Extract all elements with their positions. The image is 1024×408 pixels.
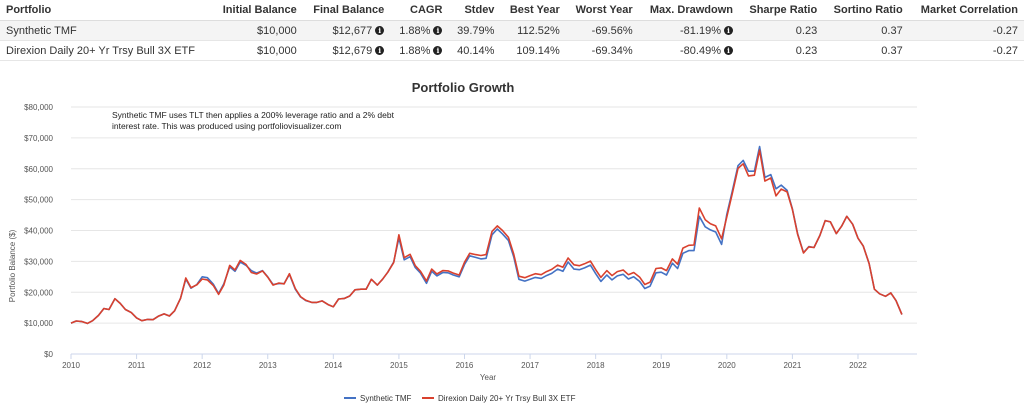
legend: Synthetic TMF Direxion Daily 20+ Yr Trsy… bbox=[344, 394, 576, 403]
x-tick-label: 2015 bbox=[390, 361, 408, 370]
info-circle-icon[interactable]: i bbox=[723, 26, 733, 36]
col-sharpe-ratio[interactable]: Sharpe Ratio bbox=[738, 0, 824, 21]
col-worst-year[interactable]: Worst Year bbox=[565, 0, 639, 21]
info-circle-icon[interactable]: i bbox=[433, 46, 443, 56]
cell-max-drawdown: -81.19% i bbox=[638, 20, 739, 41]
info-circle-icon[interactable]: i bbox=[723, 46, 733, 56]
col-stdev[interactable]: Stdev bbox=[448, 0, 501, 21]
table-row: Synthetic TMF $10,000 $12,677 i 1.88% i 39… bbox=[0, 20, 1024, 41]
col-initial-balance[interactable]: Initial Balance bbox=[212, 0, 303, 21]
x-tick-label: 2016 bbox=[456, 361, 474, 370]
col-sortino-ratio[interactable]: Sortino Ratio bbox=[823, 0, 909, 21]
x-tick-label: 2010 bbox=[62, 361, 80, 370]
cell-stdev: 40.14% bbox=[448, 40, 501, 61]
x-tick-label: 2013 bbox=[259, 361, 277, 370]
x-tick-label: 2020 bbox=[718, 361, 736, 370]
y-tick-label: $20,000 bbox=[24, 288, 53, 297]
cell-sharpe-ratio: 0.23 bbox=[738, 40, 824, 61]
cell-portfolio: Synthetic TMF bbox=[0, 20, 213, 41]
x-tick-label: 2022 bbox=[849, 361, 867, 370]
cell-portfolio: Direxion Daily 20+ Yr Trsy Bull 3X ETF bbox=[0, 40, 213, 61]
y-tick-label: $80,000 bbox=[24, 103, 53, 112]
legend-label-direxion: Direxion Daily 20+ Yr Trsy Bull 3X ETF bbox=[438, 394, 576, 403]
cell-cagr: 1.88% i bbox=[390, 40, 449, 61]
y-axis-ticks: $0 $10,000 $20,000 $30,000 $40,000 $50,000 $60… bbox=[24, 103, 53, 359]
x-tick-label: 2017 bbox=[521, 361, 539, 370]
annotation-box: Synthetic TMF uses TLT then applies a 20… bbox=[112, 110, 394, 131]
col-best-year[interactable]: Best Year bbox=[500, 0, 566, 21]
col-portfolio[interactable]: Portfolio bbox=[0, 0, 213, 21]
y-axis-label: Portfolio Balance ($) bbox=[8, 229, 17, 302]
series-line-direxion[interactable] bbox=[70, 149, 903, 325]
cell-cagr: 1.88% i bbox=[390, 20, 449, 41]
y-tick-label: $0 bbox=[44, 350, 53, 359]
x-tick-label: 2019 bbox=[652, 361, 670, 370]
cell-worst-year: -69.34% bbox=[565, 40, 639, 61]
cell-worst-year: -69.56% bbox=[565, 20, 639, 41]
cell-sharpe-ratio: 0.23 bbox=[738, 20, 824, 41]
y-tick-label: $50,000 bbox=[24, 196, 53, 205]
y-tick-label: $30,000 bbox=[24, 257, 53, 266]
y-tick-label: $70,000 bbox=[24, 134, 53, 143]
chart-annotation: Synthetic TMF uses TLT then applies a 20… bbox=[112, 110, 394, 131]
series-lines bbox=[70, 145, 903, 325]
cell-best-year: 109.14% bbox=[500, 40, 566, 61]
legend-label-synthetic-tmf: Synthetic TMF bbox=[360, 394, 412, 403]
x-axis-ticks: 2010 2011 2012 2013 2014 2015 2016 2017 2018 2019… bbox=[62, 354, 867, 370]
x-tick-label: 2021 bbox=[783, 361, 801, 370]
info-circle-icon[interactable]: i bbox=[433, 26, 443, 36]
cell-sortino-ratio: 0.37 bbox=[823, 20, 909, 41]
cell-initial-balance: $10,000 bbox=[212, 20, 303, 41]
col-cagr[interactable]: CAGR bbox=[390, 0, 449, 21]
x-axis-label: Year bbox=[480, 373, 497, 382]
x-tick-label: 2011 bbox=[128, 361, 146, 370]
legend-item-direxion[interactable]: Direxion Daily 20+ Yr Trsy Bull 3X ETF bbox=[422, 394, 576, 403]
col-max-drawdown[interactable]: Max. Drawdown bbox=[638, 0, 739, 21]
x-tick-label: 2014 bbox=[324, 361, 342, 370]
cell-final-balance: $12,677 i bbox=[302, 20, 391, 41]
x-tick-label: 2012 bbox=[193, 361, 211, 370]
cell-initial-balance: $10,000 bbox=[212, 40, 303, 61]
y-tick-label: $40,000 bbox=[24, 227, 53, 236]
y-tick-label: $60,000 bbox=[24, 165, 53, 174]
cell-sortino-ratio: 0.37 bbox=[823, 40, 909, 61]
cell-market-correlation: -0.27 bbox=[908, 20, 1024, 41]
col-final-balance[interactable]: Final Balance bbox=[302, 0, 391, 21]
cell-max-drawdown: -80.49% i bbox=[638, 40, 739, 61]
cell-final-balance: $12,679 i bbox=[302, 40, 391, 61]
x-tick-label: 2018 bbox=[587, 361, 605, 370]
chart-title: Portfolio Growth bbox=[412, 80, 515, 95]
cell-best-year: 112.52% bbox=[500, 20, 566, 41]
y-tick-label: $10,000 bbox=[24, 319, 53, 328]
legend-item-synthetic-tmf[interactable]: Synthetic TMF bbox=[344, 394, 412, 403]
series-line-synthetic-tmf[interactable] bbox=[70, 145, 903, 325]
portfolio-growth-chart: Portfolio Growth $0 $10,000 $20,000 $30,000… bbox=[8, 80, 917, 403]
cell-market-correlation: -0.27 bbox=[908, 40, 1024, 61]
cell-stdev: 39.79% bbox=[448, 20, 501, 41]
col-market-correlation[interactable]: Market Correlation bbox=[908, 0, 1024, 21]
table-header-row: Portfolio Initial Balance Final Balance … bbox=[0, 0, 1024, 21]
info-circle-icon[interactable]: i bbox=[375, 26, 385, 36]
table-row: Direxion Daily 20+ Yr Trsy Bull 3X ETF $… bbox=[0, 40, 1024, 61]
portfolio-stats-table: Portfolio Initial Balance Final Balance … bbox=[0, 0, 1024, 61]
info-circle-icon[interactable]: i bbox=[375, 46, 385, 56]
grid bbox=[71, 106, 917, 355]
